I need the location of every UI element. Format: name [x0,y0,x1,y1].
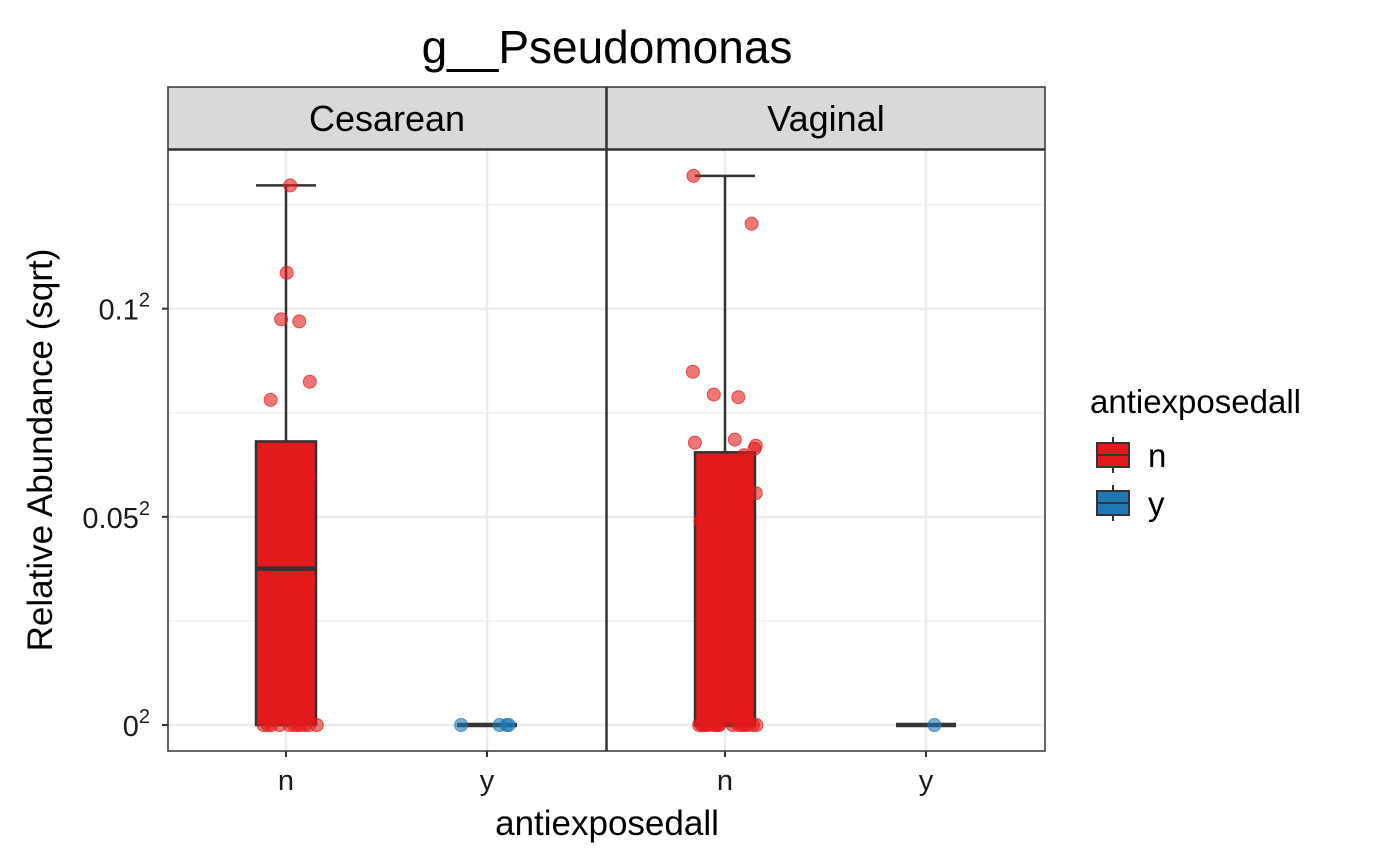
data-point-n-19 [301,573,316,588]
data-point-n-11 [283,178,298,193]
data-point-n-18 [301,471,316,486]
data-point-n-13 [274,312,289,327]
strip-label-1: Vaginal [767,98,884,139]
panel-background-1 [607,150,1045,751]
legend: antiexposedall ny [1090,383,1301,522]
panel-border-0 [167,149,607,752]
box-n [693,451,757,727]
x-tick-label-1-y: y [919,765,934,797]
data-point-y-30 [927,718,942,732]
y-axis-title: Relative Abundance (sqrt) [21,249,60,652]
data-point-n-16 [263,392,278,407]
data-point-y-23 [501,718,516,732]
data-point-n-10 [309,718,324,732]
data-point-n-14 [292,314,307,329]
data-point-n-22 [687,435,702,450]
data-point-n-16 [686,168,701,183]
x-tick-label-0-y: y [480,765,495,797]
x-tick-label-1-n: n [717,765,733,797]
x-tick-label-0-n: n [278,765,294,797]
data-point-n-21 [727,432,742,447]
legend-label-y: y [1148,485,1165,522]
data-point-n-20 [731,390,746,405]
legend-label-n: n [1148,437,1166,474]
y-tick-label-2: 0.12 [99,290,150,327]
panel-cesarean: Cesarean [167,86,607,752]
legend-title: antiexposedall [1090,383,1301,420]
data-point-n-24 [747,441,762,456]
data-point-n-19 [706,387,721,402]
strip-background-1 [606,86,1046,150]
data-point-n-8 [712,718,727,732]
data-point-n-17 [299,445,314,460]
y-axis: 02 0.052 0.12 [82,290,168,743]
data-point-n-27 [693,514,708,529]
data-point-n-26 [748,486,763,501]
panel-vaginal: Vaginal [606,86,1046,752]
data-point-n-28 [706,541,721,556]
data-point-n-25 [736,448,751,463]
x-axis-title: antiexposedall [495,804,719,843]
data-point-n-12 [279,265,294,280]
panel-border-1 [606,149,1046,752]
data-point-n-15 [749,718,764,732]
data-point-n-17 [744,216,759,231]
y-tick-label-1: 0.052 [82,498,150,535]
chart-title: g__Pseudomonas [422,21,793,73]
strip-background-0 [167,86,607,150]
panel-background-0 [168,150,606,751]
y-tick-label-0: 02 [123,706,150,743]
data-point-y-20 [454,718,469,732]
data-point-n-15 [302,374,317,389]
data-point-n-18 [685,364,700,379]
data-point-n-29 [737,556,752,571]
strip-label-0: Cesarean [309,98,465,139]
